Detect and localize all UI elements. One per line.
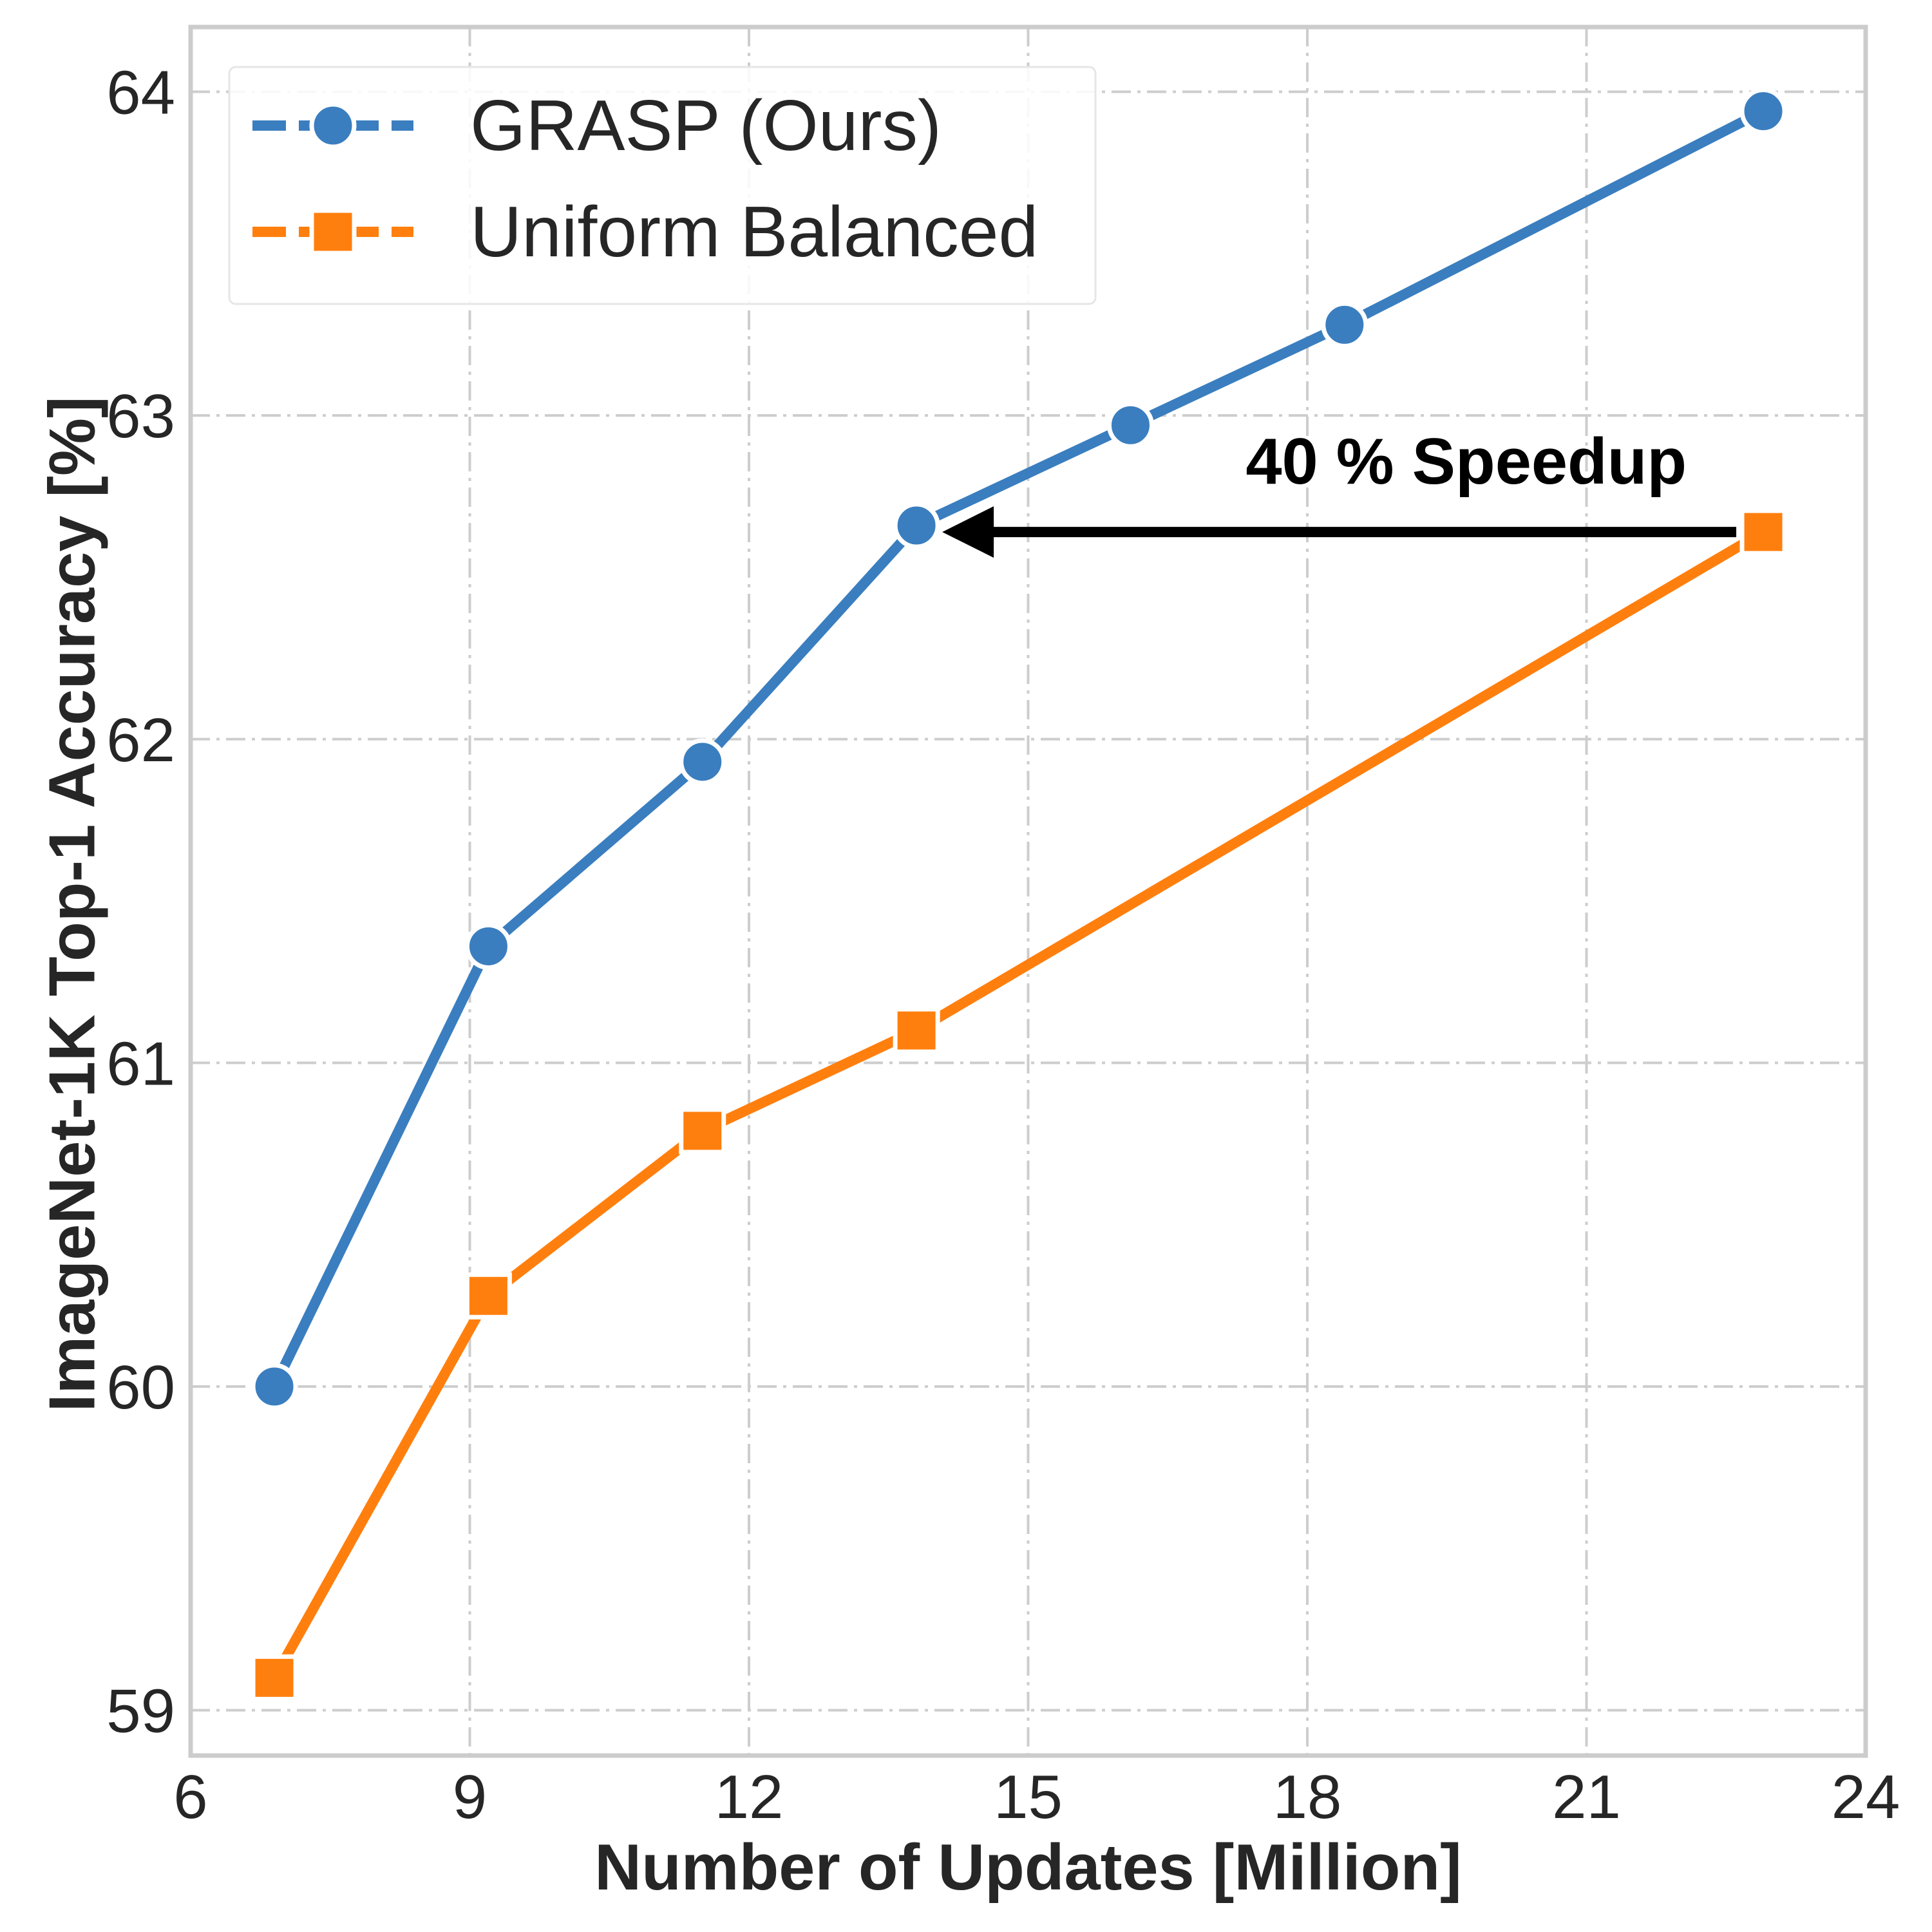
legend-item-grasp-ours: GRASP (Ours)	[252, 86, 942, 166]
grid	[191, 27, 1866, 1756]
x-axis-title: Number of Updates [Million]	[594, 1832, 1462, 1904]
data-point-grasp-ours-5	[1106, 401, 1154, 449]
data-point-grasp-ours-7	[1739, 88, 1787, 135]
legend-label-grasp-ours: GRASP (Ours)	[470, 86, 942, 166]
speedup-arrow-head	[942, 506, 994, 558]
legend-box	[228, 66, 1097, 305]
annotation-layer: 40 % Speedup	[942, 426, 1737, 558]
data-point-grasp-ours-2	[464, 922, 512, 970]
legend-label-uniform-balanced: Uniform Balanced	[470, 192, 1038, 272]
series-grasp-ours	[251, 88, 1787, 1410]
data-point-uniform-balanced-1	[251, 1654, 298, 1701]
data-point-uniform-balanced-4	[893, 1007, 940, 1054]
y-tick-label-62: 62	[106, 706, 175, 775]
y-tick-label-63: 63	[106, 382, 175, 451]
x-tick-label-18: 18	[1273, 1763, 1342, 1832]
data-point-grasp-ours-1	[251, 1363, 298, 1410]
data-point-uniform-balanced-5	[1739, 508, 1787, 556]
data-point-grasp-ours-4	[893, 502, 940, 549]
x-tick-labels: 6 9 12 15 18 21 24	[173, 1763, 1900, 1832]
y-tick-labels: 59 60 61 62 63 64	[106, 59, 175, 1746]
y-tick-label-61: 61	[106, 1029, 175, 1098]
plot-frame	[188, 24, 1868, 1758]
x-tick-label-21: 21	[1552, 1763, 1621, 1832]
data-point-uniform-balanced-3	[679, 1107, 726, 1155]
legend-item-uniform-balanced: Uniform Balanced	[252, 192, 1038, 272]
y-tick-label-60: 60	[106, 1353, 175, 1422]
x-tick-label-12: 12	[715, 1763, 784, 1832]
x-tick-label-24: 24	[1832, 1763, 1900, 1832]
legend: GRASP (Ours) Uniform Balanced	[228, 66, 1097, 305]
legend-marker-uniform-balanced	[309, 208, 357, 256]
series-layer	[251, 88, 1787, 1701]
x-tick-label-15: 15	[994, 1763, 1063, 1832]
data-point-grasp-ours-6	[1321, 301, 1368, 348]
data-point-uniform-balanced-2	[464, 1272, 512, 1320]
data-point-grasp-ours-3	[679, 738, 726, 786]
legend-marker-grasp-ours	[309, 102, 357, 149]
x-tick-label-6: 6	[173, 1763, 207, 1832]
speedup-annotation: 40 % Speedup	[1245, 426, 1687, 498]
y-tick-label-64: 64	[106, 59, 175, 128]
series-uniform-balanced	[251, 508, 1787, 1701]
legend-entries: GRASP (Ours) Uniform Balanced	[252, 86, 1038, 272]
y-axis-title: ImageNet-1K Top-1 Accuracy [%]	[37, 396, 109, 1412]
y-tick-label-59: 59	[106, 1677, 175, 1746]
x-tick-label-9: 9	[453, 1763, 487, 1832]
